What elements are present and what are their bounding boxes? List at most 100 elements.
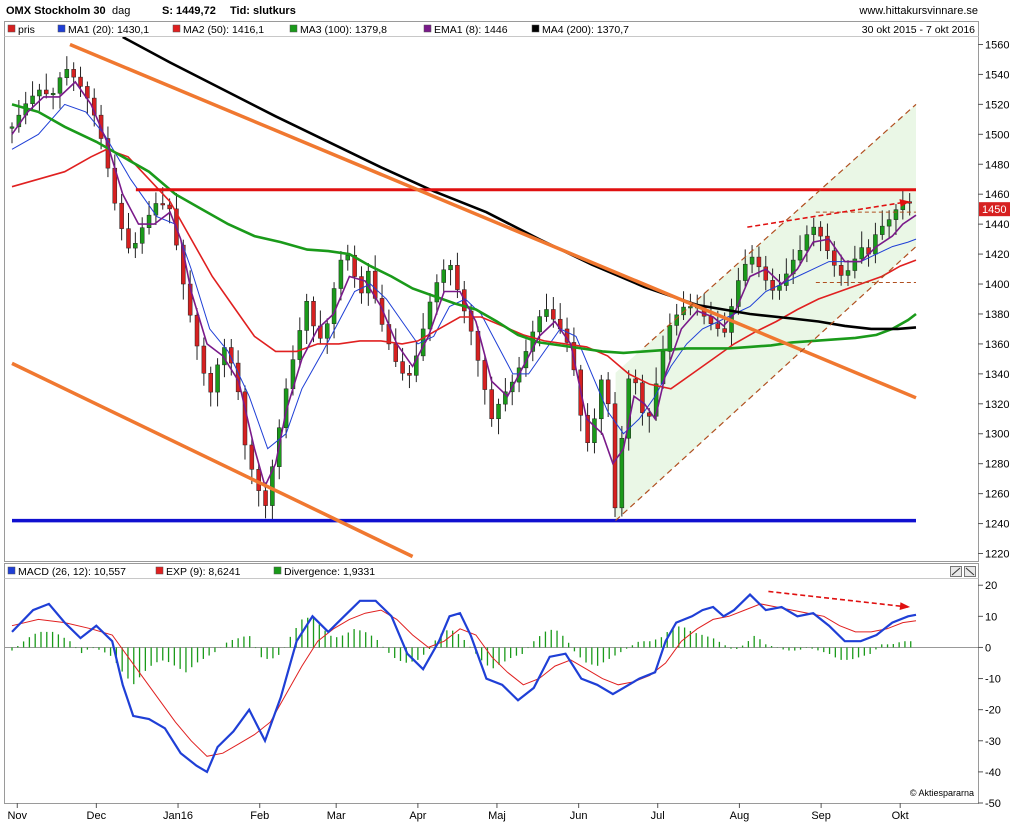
price-bar — [619, 437, 625, 509]
price-bar — [804, 234, 810, 251]
series-line-1 — [11, 103, 917, 450]
price-bar — [626, 378, 631, 439]
macd-legend-label: EXP (9): 8,6241 — [166, 566, 241, 578]
macd-tick-label: -30 — [985, 736, 1001, 748]
price-legend: pris MA1 (20): 1430,1 MA2 (50): 1416,1 MA3 … — [7, 24, 629, 36]
price-tick-label: 1560 — [985, 39, 1009, 51]
price-bar — [434, 282, 440, 303]
macd-tick-label: -20 — [985, 705, 1001, 717]
legend-label: MA4 (200): 1370,7 — [542, 24, 629, 36]
price-bar — [146, 214, 152, 228]
legend-label: MA1 (20): 1430,1 — [68, 24, 149, 36]
price-bar — [832, 250, 837, 266]
price-y-axis: 1220 1240 1260 1280 1300 1320 1340 1360 1380 1400… — [978, 39, 1009, 561]
price-bar — [852, 258, 858, 271]
series-line-2 — [11, 148, 917, 390]
price-tick-label: 1380 — [985, 309, 1009, 321]
x-tick-label: Jul — [651, 810, 665, 822]
exp-line — [11, 603, 917, 757]
price-bar — [208, 373, 213, 393]
price-bar — [359, 276, 364, 294]
price-tick-label: 1280 — [985, 459, 1009, 471]
price-bar — [160, 203, 166, 206]
x-tick-label: Jun — [570, 810, 588, 822]
price-bar — [448, 265, 453, 271]
price-bar — [523, 351, 529, 369]
x-tick-label: Feb — [250, 810, 269, 822]
price-bar — [338, 259, 344, 289]
price-bar — [64, 69, 70, 78]
last-price-badge-bg — [979, 202, 1010, 217]
price-bar — [811, 226, 816, 235]
price-bar — [742, 263, 748, 281]
price-bar — [893, 209, 899, 220]
price-bar — [139, 227, 145, 244]
macd-legend: MACD (26, 12): 10,557 EXP (9): 8,6241 Dive… — [7, 566, 375, 578]
series-line-3 — [11, 103, 917, 355]
price-bar — [489, 389, 494, 420]
price-bar — [667, 325, 673, 352]
price-bar — [880, 225, 885, 235]
price-bar — [249, 444, 255, 470]
price-bar — [352, 254, 357, 277]
price-bar — [297, 330, 303, 360]
macd-legend-swatch — [273, 566, 282, 575]
legend-label: MA2 (50): 1416,1 — [183, 24, 264, 36]
date-range: 30 okt 2015 - 7 okt 2016 — [862, 24, 975, 36]
macd-legend-label: MACD (26, 12): 10,557 — [18, 566, 126, 578]
legend-label: MA3 (100): 1379,8 — [300, 24, 387, 36]
price-bar — [736, 280, 741, 307]
price-tick-label: 1320 — [985, 399, 1009, 411]
price-bar — [44, 89, 49, 95]
price-bar — [825, 235, 830, 251]
macd-tick-label: 10 — [985, 611, 997, 623]
price-bar — [304, 300, 309, 331]
price-bar — [749, 256, 755, 265]
price-bar — [414, 355, 419, 376]
price-bar — [496, 403, 501, 420]
legend-label: pris — [18, 24, 35, 36]
price-bar — [30, 95, 35, 105]
price-tick-label: 1400 — [985, 279, 1009, 291]
price-bar — [379, 298, 385, 325]
zoom-icon-glyph — [951, 567, 961, 576]
price-bar — [777, 285, 782, 291]
website[interactable]: www.hittakursvinnare.se — [858, 5, 978, 17]
price-bar — [215, 364, 220, 393]
price-bar — [201, 345, 207, 374]
x-tick-label: Nov — [7, 810, 27, 822]
price-arrow-line — [747, 200, 909, 228]
price-panel-frame — [4, 21, 979, 562]
price-plot-area — [9, 37, 917, 559]
legend-swatch — [7, 24, 16, 33]
price-bar — [455, 265, 460, 290]
x-tick-label: Apr — [409, 810, 426, 822]
interval: dag — [112, 5, 130, 17]
x-tick-label: Aug — [730, 810, 750, 822]
legend-swatch — [172, 24, 181, 33]
macd-tick-label: -10 — [985, 674, 1001, 686]
legend-swatch — [57, 24, 66, 33]
series-line-5 — [122, 37, 917, 331]
price-tick-label: 1240 — [985, 519, 1009, 531]
price-bar — [393, 343, 398, 362]
price-bar — [873, 234, 878, 255]
settings-icon-glyph — [965, 567, 975, 576]
macd-tick-label: -40 — [985, 767, 1001, 779]
trend-line — [69, 42, 917, 400]
channel-line — [615, 246, 917, 522]
price-bar — [194, 314, 200, 347]
price-bar — [537, 316, 542, 333]
price-bar — [551, 309, 556, 320]
price-bar — [126, 228, 131, 249]
trend-channel-fill — [615, 104, 916, 521]
price-bar — [756, 256, 762, 268]
price-tick-label: 1360 — [985, 339, 1009, 351]
price-bar — [838, 265, 844, 276]
price-bar — [167, 204, 172, 210]
legend-swatch — [289, 24, 298, 33]
price-bar — [585, 415, 590, 443]
price-bar — [9, 126, 15, 129]
series-line-4 — [11, 80, 917, 489]
